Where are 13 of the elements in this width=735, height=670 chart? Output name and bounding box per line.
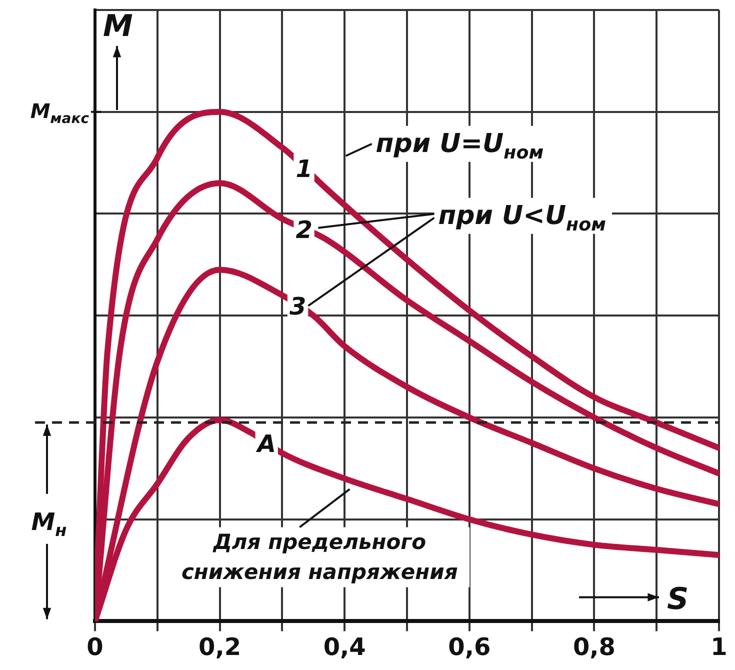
- series-label: 3: [289, 292, 306, 320]
- x-tick-label: 0,6: [448, 632, 491, 661]
- x-tick-label: 1: [710, 632, 728, 661]
- y-axis-title: M: [103, 9, 133, 44]
- series-label: A: [255, 430, 276, 458]
- x-tick-label: 0,4: [323, 632, 366, 661]
- x-tick-label: 0: [86, 632, 104, 661]
- x-axis-title: S: [667, 582, 689, 618]
- series-label: 1: [296, 154, 312, 183]
- series-label: 2: [296, 216, 312, 244]
- x-tick-label: 0,8: [572, 632, 616, 661]
- annotation: Для предельного снижения напряжения: [181, 530, 458, 584]
- x-tick-label: 0,2: [198, 632, 242, 661]
